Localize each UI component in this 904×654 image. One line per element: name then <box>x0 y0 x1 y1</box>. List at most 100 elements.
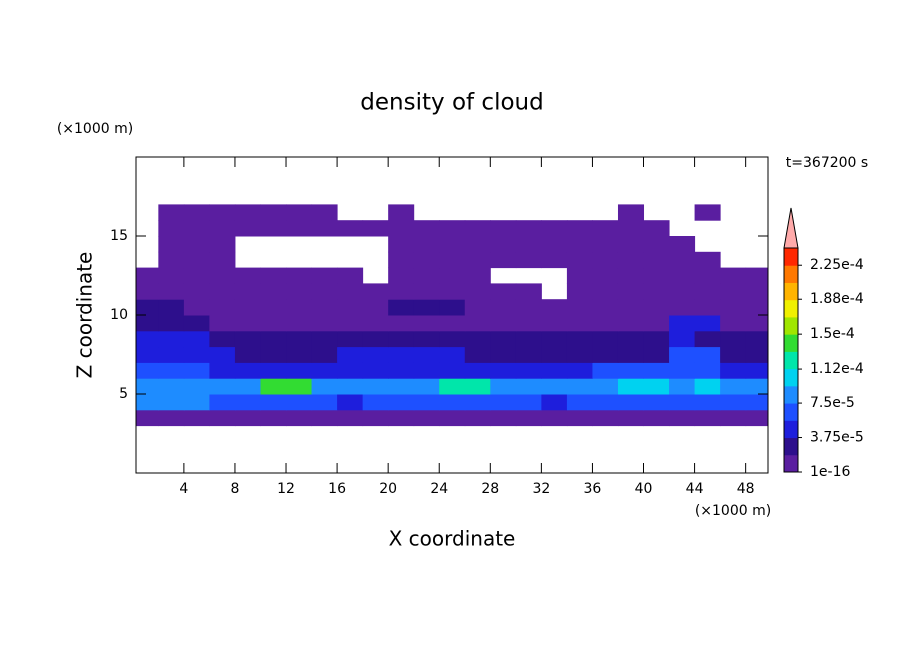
contour-cell <box>286 346 313 363</box>
contour-cell <box>566 283 593 300</box>
contour-cell <box>234 220 261 237</box>
x-tick-label: 8 <box>230 481 239 497</box>
contour-cell <box>592 409 619 427</box>
contour-cell <box>158 220 185 237</box>
contour-cell <box>694 362 721 379</box>
contour-cell <box>617 251 645 269</box>
colorbar-band <box>784 299 798 318</box>
contour-cell <box>745 346 769 363</box>
contour-cell <box>413 236 440 253</box>
contour-cell <box>260 267 287 284</box>
contour-cell <box>183 220 210 237</box>
contour-cell <box>234 394 261 411</box>
contour-cell <box>209 362 236 379</box>
contour-cell <box>209 283 236 300</box>
contour-cell <box>388 378 415 395</box>
contour-cell <box>439 378 466 395</box>
contour-cell <box>541 299 568 316</box>
contour-cell <box>643 409 670 427</box>
contour-cell <box>439 220 466 237</box>
contour-cell <box>669 394 696 411</box>
contour-cell <box>566 409 593 427</box>
x-tick-label: 20 <box>379 481 397 497</box>
contour-cell <box>643 394 670 411</box>
contour-cell <box>158 267 185 284</box>
contour-cell <box>311 283 338 300</box>
contour-cell <box>286 409 313 427</box>
contour-cell <box>183 204 210 221</box>
contour-cell <box>158 330 185 348</box>
contour-cell <box>464 236 491 253</box>
colorbar-band <box>784 437 798 456</box>
contour-cell <box>720 315 747 332</box>
contour-cell <box>388 204 415 221</box>
contour-cell <box>413 346 440 363</box>
contour-cell <box>362 394 389 411</box>
contour-cell <box>490 315 517 332</box>
contour-cell <box>337 283 364 300</box>
contour-cell <box>311 346 338 363</box>
contour-cell <box>745 267 769 284</box>
colorbar-band <box>784 420 798 439</box>
contour-cell <box>745 315 769 332</box>
contour-cell <box>183 315 210 332</box>
contour-cell <box>413 283 440 300</box>
contour-cell <box>566 220 593 237</box>
colorbar-band <box>784 316 798 335</box>
contour-cell <box>158 251 185 269</box>
contour-cell <box>643 236 670 253</box>
contour-cell <box>592 330 619 348</box>
contour-cell <box>388 236 415 253</box>
contour-cell <box>413 220 440 237</box>
colorbar-tick-label: 7.5e-5 <box>810 395 855 411</box>
contour-cell <box>311 409 338 427</box>
contour-cell <box>337 394 364 411</box>
contour-cell <box>490 394 517 411</box>
contour-cell <box>464 330 491 348</box>
contour-cell <box>234 362 261 379</box>
contour-cell <box>183 299 210 316</box>
colorbar-tick-label: 2.25e-4 <box>810 257 864 273</box>
contour-cell <box>388 362 415 379</box>
chart-title: density of cloud <box>360 90 543 116</box>
contour-cell <box>541 394 568 411</box>
y-axis-title: Z coordinate <box>73 252 97 379</box>
contour-cell <box>260 283 287 300</box>
contour-cell <box>183 330 210 348</box>
contour-cell <box>286 378 313 395</box>
contour-cell <box>388 330 415 348</box>
contour-cell <box>592 283 619 300</box>
contour-cell <box>234 299 261 316</box>
contour-cell <box>592 220 619 237</box>
y-tick-label: 5 <box>119 386 128 402</box>
contour-cell <box>158 204 185 221</box>
contour-cell <box>694 409 721 427</box>
contour-cell <box>566 378 593 395</box>
contour-cell <box>541 236 568 253</box>
contour-cell <box>183 346 210 363</box>
contour-cell <box>158 315 185 332</box>
contour-cell <box>490 283 517 300</box>
contour-cell <box>286 362 313 379</box>
contour-cell <box>286 299 313 316</box>
contour-cell <box>209 346 236 363</box>
contour-cell <box>286 204 313 221</box>
contour-cell <box>515 251 542 269</box>
y-tick-label: 15 <box>110 228 128 244</box>
contour-cell <box>515 220 542 237</box>
contour-cell <box>694 346 721 363</box>
contour-cell <box>388 283 415 300</box>
contour-cell <box>209 299 236 316</box>
contour-cell <box>669 378 696 395</box>
contour-cell <box>720 378 747 395</box>
contour-cell <box>617 346 645 363</box>
contour-cell <box>337 220 364 237</box>
contour-cell <box>592 236 619 253</box>
contour-cell <box>413 362 440 379</box>
contour-cell <box>720 346 747 363</box>
contour-cell <box>337 378 364 395</box>
contour-cell <box>337 346 364 363</box>
contour-cell <box>541 362 568 379</box>
contour-cell <box>209 315 236 332</box>
contour-cell <box>209 267 236 284</box>
